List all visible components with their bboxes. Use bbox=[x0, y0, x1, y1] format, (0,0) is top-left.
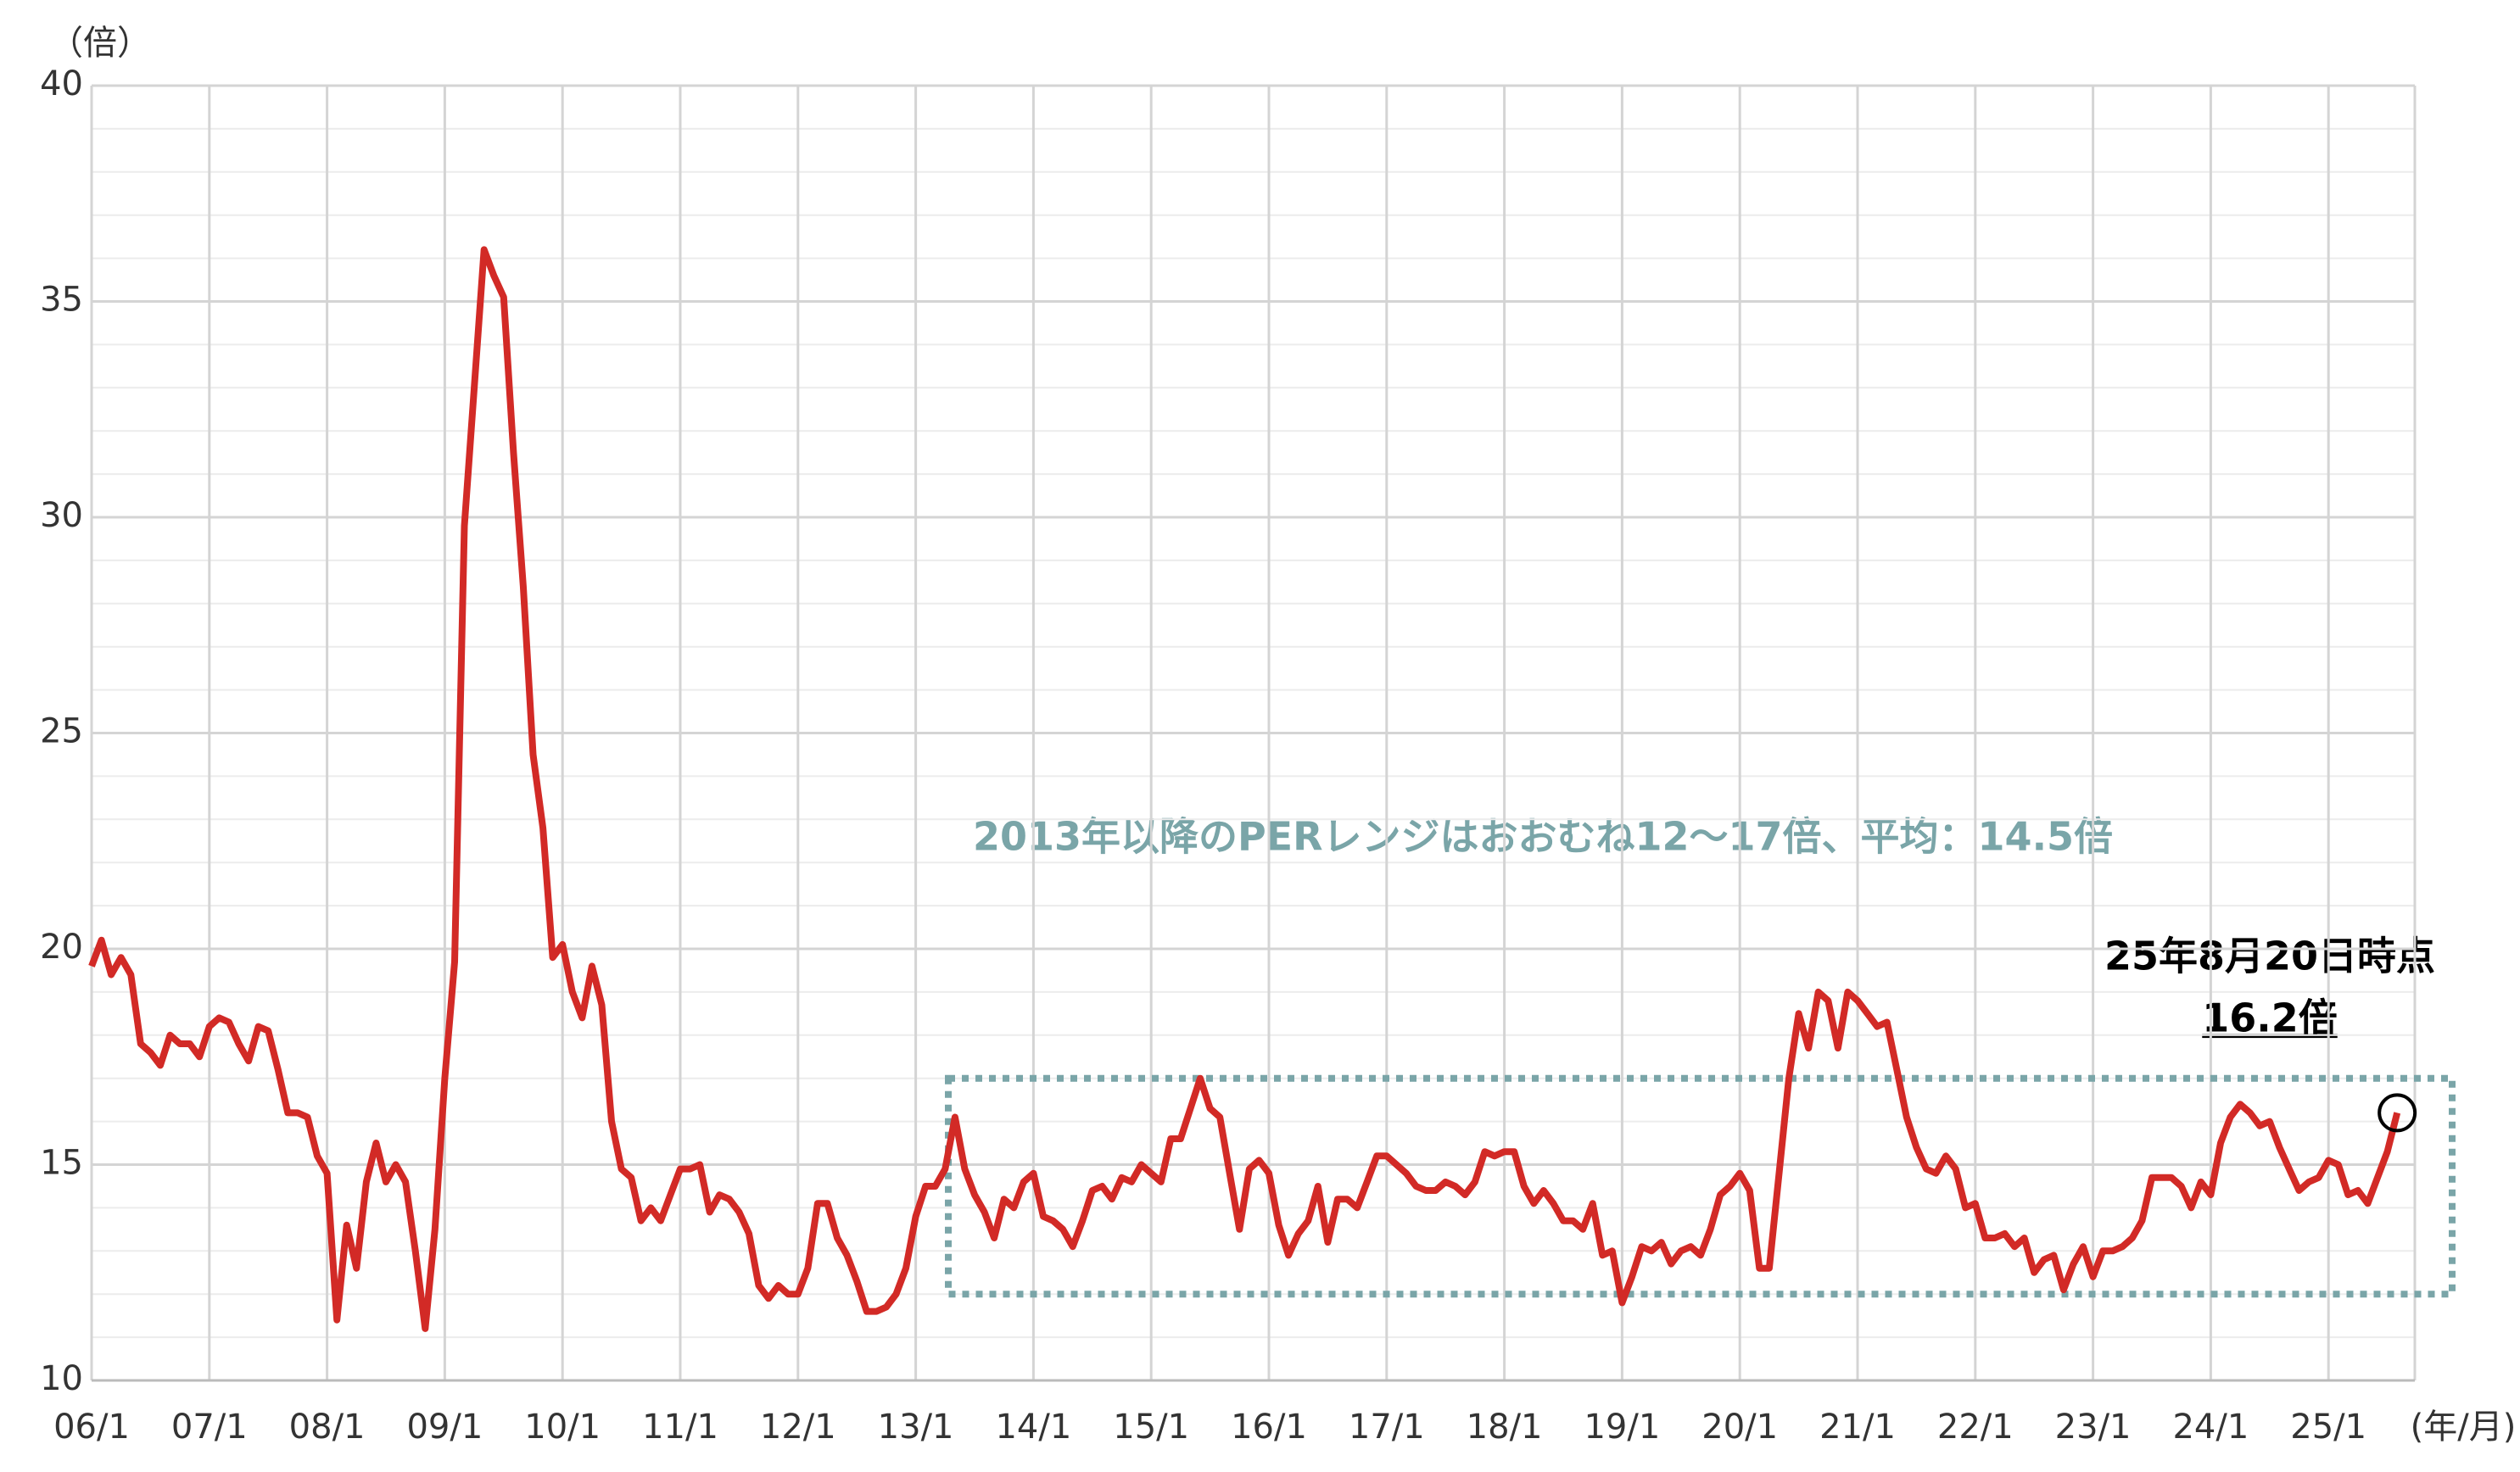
x-tick-label: 14/1 bbox=[995, 1408, 1071, 1447]
x-tick-label: 25/1 bbox=[2290, 1408, 2366, 1447]
x-tick-label: 09/1 bbox=[406, 1408, 483, 1447]
y-tick-label: 30 bbox=[40, 496, 83, 535]
x-tick-label: 19/1 bbox=[1584, 1408, 1660, 1447]
y-tick-label: 25 bbox=[40, 712, 83, 751]
x-tick-label: 24/1 bbox=[2172, 1408, 2249, 1447]
x-tick-label: 13/1 bbox=[878, 1408, 954, 1447]
x-tick-label: 18/1 bbox=[1467, 1408, 1543, 1447]
range-box bbox=[945, 1074, 2456, 1298]
y-tick-label: 35 bbox=[40, 281, 83, 320]
x-tick-label: 07/1 bbox=[171, 1408, 248, 1447]
y-tick-label: 40 bbox=[40, 64, 83, 103]
x-tick-label: 11/1 bbox=[642, 1408, 718, 1447]
x-tick-label: 10/1 bbox=[524, 1408, 601, 1447]
y-tick-label: 20 bbox=[40, 928, 83, 967]
y-unit: （倍） bbox=[49, 24, 151, 63]
x-tick-label: 22/1 bbox=[1937, 1408, 2014, 1447]
latest-label: 16.2倍 bbox=[2202, 995, 2338, 1041]
x-tick-label: 15/1 bbox=[1113, 1408, 1189, 1447]
latest-marker bbox=[2378, 1093, 2417, 1133]
latest-date: 25年8月20日時点 bbox=[2104, 934, 2435, 979]
x-tick-label: 20/1 bbox=[1701, 1408, 1778, 1447]
line bbox=[88, 246, 2401, 1332]
x-tick-label: 23/1 bbox=[2055, 1408, 2132, 1447]
x-tick-label: 06/1 bbox=[53, 1408, 130, 1447]
x-tick-label: 17/1 bbox=[1349, 1408, 1425, 1447]
y-tick-label: 10 bbox=[40, 1359, 83, 1398]
y-tick-label: 15 bbox=[40, 1144, 83, 1183]
x-unit: (年/月) bbox=[2411, 1408, 2517, 1447]
x-tick-label: 16/1 bbox=[1231, 1408, 1307, 1447]
x-tick-label: 08/1 bbox=[289, 1408, 366, 1447]
range-note: 2013年以降のPERレンジはおおむね12～17倍、平均：14.5倍 bbox=[973, 814, 2113, 860]
x-tick-label: 21/1 bbox=[1819, 1408, 1896, 1447]
x-tick-label: 12/1 bbox=[760, 1408, 836, 1447]
